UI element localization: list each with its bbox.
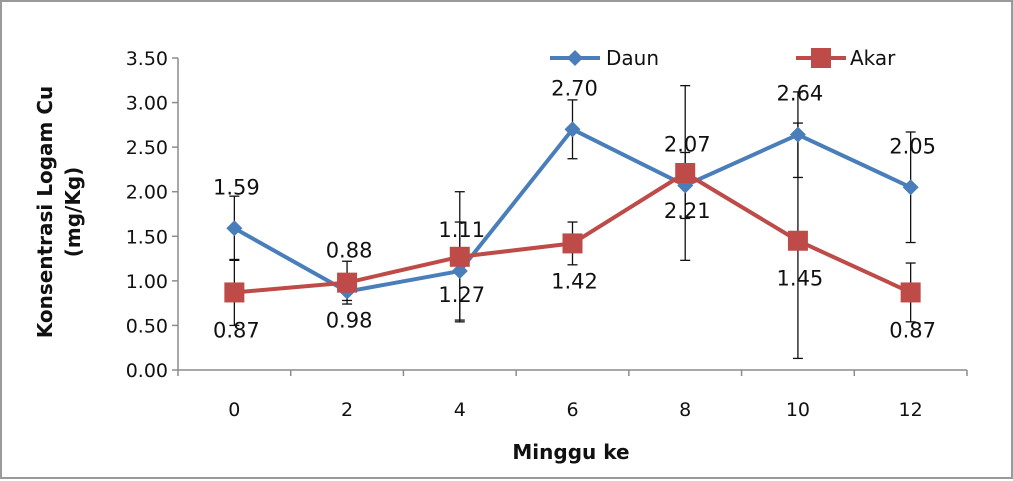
daun-data-label: 1.11 bbox=[438, 218, 485, 242]
daun-data-label: 2.07 bbox=[664, 132, 711, 156]
data-labels: 1.59 0.88 1.11 2.70 2.07 2.64 2.05 0.87 0.98 1.27… bbox=[213, 76, 936, 342]
akar-point bbox=[449, 246, 470, 267]
akar-point bbox=[562, 233, 583, 254]
daun-point bbox=[789, 126, 806, 143]
x-tick-label: 8 bbox=[679, 399, 691, 421]
akar-data-label: 0.87 bbox=[213, 318, 260, 342]
y-axis-title: Konsentrasi Logam Cu (mg/Kg) bbox=[33, 86, 85, 339]
y-tick-label: 1.50 bbox=[126, 226, 168, 248]
akar-data-label: 0.98 bbox=[326, 309, 373, 333]
y-tick-label: 1.00 bbox=[126, 271, 168, 293]
x-tick-label: 0 bbox=[228, 399, 240, 421]
legend-daun-label: Daun bbox=[606, 46, 659, 70]
legend: Daun Akar bbox=[550, 46, 896, 70]
akar-point bbox=[337, 272, 358, 293]
akar-data-label: 1.45 bbox=[777, 267, 824, 291]
y-tick-label: 0.00 bbox=[126, 360, 168, 382]
y-axis-title-line2: (mg/Kg) bbox=[61, 167, 85, 258]
akar-data-label: 1.42 bbox=[551, 269, 598, 293]
y-tick-label: 3.00 bbox=[126, 93, 168, 115]
daun-data-label: 0.88 bbox=[326, 239, 373, 263]
y-tick-label: 0.50 bbox=[126, 315, 168, 337]
y-axis-title-line1: Konsentrasi Logam Cu bbox=[33, 86, 57, 339]
x-tick-label: 2 bbox=[341, 399, 353, 421]
series-markers bbox=[224, 121, 921, 303]
daun-data-label: 2.05 bbox=[889, 134, 936, 158]
daun-point bbox=[902, 179, 919, 196]
x-tick-label: 6 bbox=[566, 399, 578, 421]
legend-akar-marker bbox=[811, 48, 831, 68]
akar-data-label: 2.21 bbox=[664, 199, 711, 223]
x-tick-label: 12 bbox=[899, 399, 923, 421]
daun-data-label: 1.59 bbox=[213, 175, 260, 199]
x-tick-label: 10 bbox=[786, 399, 810, 421]
akar-data-label: 1.27 bbox=[438, 283, 485, 307]
daun-point bbox=[451, 263, 468, 280]
y-tick-label: 2.50 bbox=[126, 137, 168, 159]
x-axis-title: Minggu ke bbox=[512, 440, 629, 464]
akar-point bbox=[675, 162, 696, 183]
y-tick-label: 3.50 bbox=[126, 48, 168, 70]
y-tick-label: 2.00 bbox=[126, 182, 168, 204]
daun-point bbox=[226, 220, 243, 237]
akar-point bbox=[900, 282, 921, 303]
akar-point bbox=[787, 230, 808, 251]
daun-data-label: 2.70 bbox=[551, 76, 598, 100]
akar-point bbox=[224, 282, 245, 303]
legend-daun-marker bbox=[567, 50, 583, 66]
akar-data-label: 0.87 bbox=[889, 318, 936, 342]
daun-point bbox=[564, 121, 581, 138]
daun-data-label: 2.64 bbox=[777, 82, 824, 106]
axes: 0.00 0.50 1.00 1.50 2.00 2.50 3.00 3.50 0 2 4 6 8 10 1… bbox=[126, 48, 968, 421]
x-tick-label: 4 bbox=[454, 399, 466, 421]
legend-akar-label: Akar bbox=[850, 46, 896, 70]
